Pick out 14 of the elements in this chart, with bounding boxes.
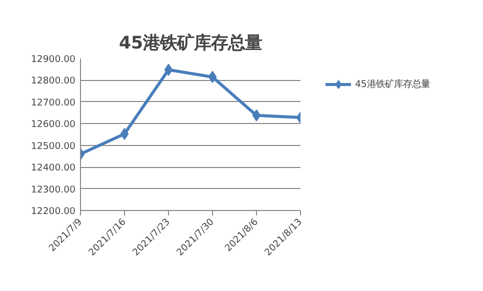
legend-label: 45港铁矿库存总量	[355, 78, 430, 90]
point	[208, 70, 217, 83]
chart-title: 45港铁矿库存总量	[118, 34, 262, 54]
y-tick-label: 12300.00	[30, 184, 76, 196]
y-tick-label: 12500.00	[30, 140, 76, 152]
y-tick-label: 12400.00	[30, 162, 76, 174]
y-tick-label: 12900.00	[30, 54, 76, 65]
y-tick-label: 12700.00	[30, 97, 76, 108]
y-tick-label: 12800.00	[30, 76, 76, 87]
point	[164, 64, 173, 76]
y-tick-label: 12600.00	[30, 119, 76, 130]
point	[120, 128, 129, 140]
point	[252, 109, 261, 122]
y-tick-label: 12200.00	[30, 206, 76, 217]
